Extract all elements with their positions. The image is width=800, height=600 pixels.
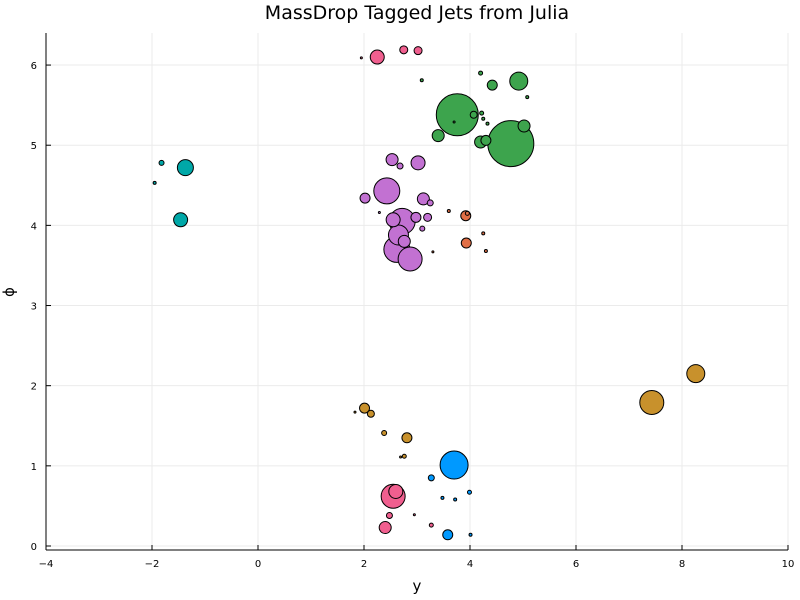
jet-point-series-1 [416,192,430,206]
x-tick-label: −2 [145,559,160,570]
jet-point-series-3 [388,483,404,499]
jet-point-series-6 [173,212,189,228]
jet-point-series-5 [686,364,706,384]
jet-point-series-6 [176,159,194,177]
y-tick-label: 2 [31,382,37,393]
jet-point-series-4 [453,497,458,502]
jet-point-series-2 [431,129,445,143]
axes [45,33,789,551]
y-tick-label: 0 [31,542,37,553]
jet-point-series-1 [423,212,433,222]
x-tick-label: 10 [782,559,795,570]
x-tick-label: 0 [255,559,261,570]
data-points [152,45,706,541]
jet-point-series-1 [419,225,426,232]
y-tick-label: 5 [31,141,37,152]
jet-point-series-2 [525,95,530,100]
x-tick-label: 6 [573,559,579,570]
jet-point-series-1 [385,212,401,228]
jet-point-series-0 [460,237,472,249]
jet-point-series-2 [419,78,424,83]
y-axis-title: ϕ [0,287,18,297]
jet-point-series-4 [466,489,472,495]
jet-point-series-1 [377,211,381,215]
jet-point-series-2 [486,79,498,91]
jet-point-series-0 [481,231,486,236]
x-axis-title: y [413,577,422,595]
jet-point-series-5 [401,432,413,444]
y-tick-label: 3 [31,302,37,313]
x-tick-label: −4 [39,559,54,570]
y-tick-label: 6 [31,61,37,72]
jet-point-series-5 [353,410,357,414]
jet-point-series-2 [479,110,485,116]
jet-point-series-4 [440,495,445,500]
jet-point-series-1 [373,177,401,205]
jet-point-series-3 [359,56,363,60]
jet-point-series-3 [378,521,392,535]
jet-point-series-1 [410,211,422,223]
jet-point-series-5 [381,429,388,436]
x-tick-label: 4 [467,559,473,570]
jet-point-series-4 [439,450,469,480]
jet-point-series-1 [426,199,434,207]
jet-point-series-2 [481,116,486,121]
jet-point-series-3 [428,522,434,528]
jet-point-series-2 [452,120,456,124]
jet-point-series-2 [485,121,490,126]
jet-point-series-1 [410,155,426,171]
jet-point-series-5 [399,455,403,459]
jet-point-series-2 [480,134,492,146]
y-tick-label: 4 [31,221,37,232]
jet-point-series-3 [412,513,416,517]
jet-point-series-3 [385,512,393,520]
jet-point-series-6 [158,159,165,166]
x-tick-label: 2 [361,559,367,570]
jet-point-series-4 [442,529,454,541]
jet-point-series-2 [509,71,529,91]
jet-point-series-5 [366,409,375,418]
jet-point-series-1 [396,162,404,170]
jet-point-series-0 [431,250,435,254]
jet-point-series-1 [397,234,411,248]
jet-point-series-3 [369,49,385,65]
jet-point-series-0 [483,249,488,254]
jet-point-series-1 [359,192,371,204]
jet-point-series-6 [152,180,157,185]
jet-point-series-4 [468,532,473,537]
jet-point-series-1 [397,246,423,272]
jet-point-series-1 [385,153,399,167]
chart-title: MassDrop Tagged Jets from Julia [265,2,569,24]
jet-point-series-2 [478,70,484,76]
jet-point-series-2 [469,110,478,119]
jet-point-series-5 [359,402,371,414]
y-tick-label: 1 [31,462,37,473]
jet-point-series-4 [427,474,435,482]
jet-point-series-5 [639,390,665,416]
grid [45,33,789,550]
jet-point-series-2 [517,119,531,133]
x-tick-label: 8 [679,559,685,570]
jet-point-series-3 [399,45,409,55]
jet-point-series-0 [464,210,470,216]
jet-point-series-0 [446,208,451,213]
jet-point-series-5 [401,453,407,459]
jet-point-series-3 [413,46,423,56]
jet-point-series-2 [435,93,479,137]
tick-labels: −4 −2 0 2 4 6 8 10 0 1 2 3 4 5 6 [31,61,795,570]
